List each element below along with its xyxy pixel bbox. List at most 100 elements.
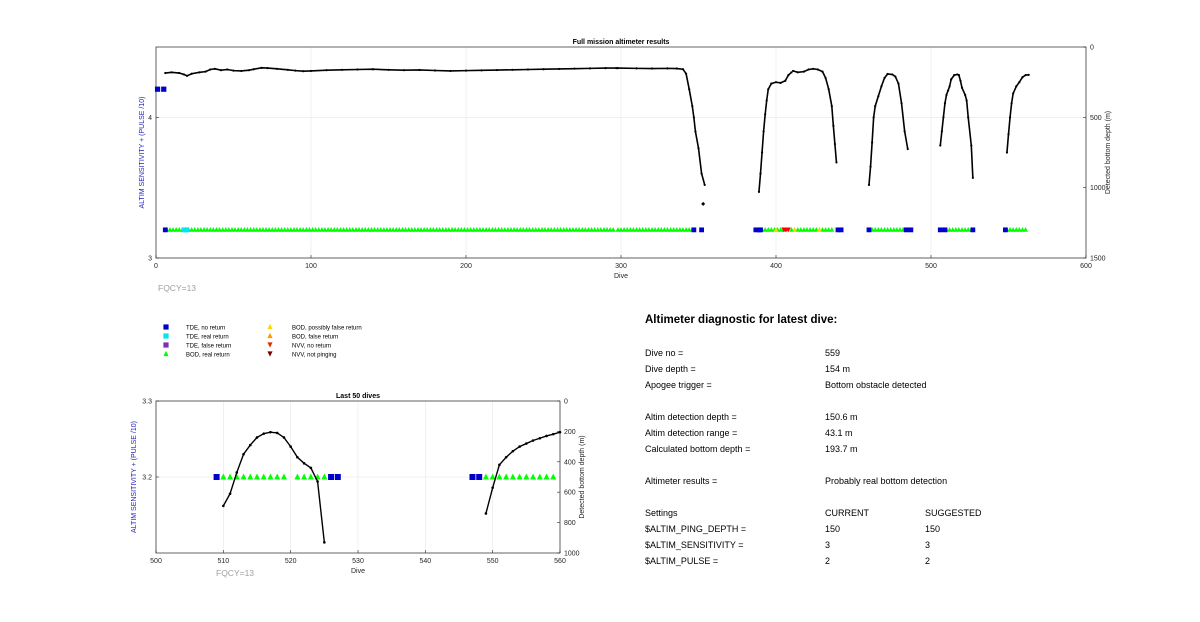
depth-point — [325, 69, 328, 72]
depth-point — [275, 431, 279, 435]
altimeter-flag-point — [170, 226, 176, 232]
altimeter-flag-point — [908, 227, 914, 233]
depth-point — [791, 69, 795, 73]
depth-point — [701, 201, 706, 206]
altimeter-flag-point — [238, 226, 244, 232]
depth-point — [604, 67, 607, 70]
altimeter-flag-point — [477, 226, 483, 232]
depth-point — [835, 161, 838, 164]
depth-point — [757, 190, 761, 193]
altimeter-flag-point — [276, 226, 281, 232]
altimeter-flag-point — [493, 226, 498, 232]
altimeter-flag-point — [319, 226, 325, 232]
diagnostic-label: Dive depth = — [645, 364, 696, 374]
depth-point — [948, 85, 951, 88]
depth-point — [1005, 151, 1009, 154]
y-axis-label: ALTIM SENSITIVITY + (PULSE /10) — [131, 421, 138, 533]
altimeter-flag-point — [313, 226, 319, 232]
depth-point — [518, 445, 521, 448]
altimeter-flag-point — [294, 473, 301, 480]
altimeter-flag-point — [561, 226, 567, 232]
altimeter-flag-point — [530, 473, 537, 480]
depth-point — [198, 71, 201, 74]
altimeter-flag-point — [677, 226, 683, 232]
y-tick-label: 4 — [148, 115, 152, 122]
y-tick-label: 3.2 — [142, 475, 152, 482]
altimeter-flag-point — [322, 226, 328, 232]
x-tick-label: 600 — [1080, 263, 1092, 270]
depth-line — [792, 67, 838, 163]
altimeter-flag-point — [897, 226, 903, 232]
altimeter-flag-point — [245, 226, 250, 232]
altimeter-flag-point — [950, 226, 956, 232]
altimeter-flag-point — [344, 226, 350, 232]
depth-point — [204, 70, 207, 73]
altimeter-flag-point — [520, 226, 526, 232]
x-tick-label: 100 — [305, 263, 317, 270]
diagnostic-value: 193.7 m — [825, 444, 858, 454]
full-mission-plot: 0 100 200 300 400 500 600 3 4 0 500 1000 1500 Full mi… — [139, 39, 1112, 293]
depth-line — [485, 431, 561, 514]
legend-marker — [267, 351, 273, 357]
depth-point — [433, 69, 437, 72]
altimeter-flag-point — [668, 226, 673, 232]
depth-point — [387, 68, 390, 71]
altimeter-flag-point — [533, 226, 539, 232]
altimeter-flag-point — [285, 226, 291, 232]
altimeter-flag-point — [1016, 226, 1022, 232]
settings-row: $ALTIM_SENSITIVITY = 3 3 — [645, 540, 1165, 554]
depth-point — [464, 69, 468, 72]
depth-point — [900, 102, 903, 105]
altimeter-flag-point — [624, 226, 630, 232]
altimeter-flag-point — [483, 226, 489, 232]
altimeter-flag-point — [786, 227, 791, 233]
altimeter-flag-point — [251, 226, 257, 232]
depth-point — [943, 102, 947, 105]
altimeter-flag-point — [548, 226, 554, 232]
diagnostic-row: Altimeter results = Probably real bottom… — [645, 476, 1165, 490]
altimeter-flag-point — [691, 227, 697, 233]
depth-point — [242, 452, 245, 456]
depth-point — [774, 81, 778, 84]
altimeter-flag-point — [294, 226, 300, 232]
depth-point — [697, 147, 700, 150]
depth-point — [511, 449, 515, 453]
diagnostic-label: Apogee trigger = — [645, 380, 712, 390]
altimeter-flag-point — [942, 227, 948, 233]
altimeter-flag-point — [649, 226, 655, 232]
depth-point — [796, 71, 799, 74]
depth-point — [967, 116, 970, 119]
depth-point — [827, 88, 830, 91]
depth-point — [164, 71, 167, 75]
altimeter-flag-point — [434, 226, 439, 232]
y2-tick-label: 500 — [1090, 115, 1102, 122]
depth-point — [557, 67, 561, 71]
diagnostic-row: Altim detection range = 43.1 m — [645, 428, 1165, 442]
altimeter-flag-point — [232, 226, 238, 232]
altimeter-flag-point — [773, 226, 779, 232]
legend-marker — [163, 333, 169, 339]
y2-tick-label: 1000 — [1090, 185, 1106, 192]
altimeter-flag-point — [403, 226, 408, 232]
legend-marker — [267, 323, 273, 330]
altimeter-flag-point — [288, 226, 294, 232]
altimeter-flag-point — [269, 226, 275, 232]
altimeter-flag-point — [674, 226, 680, 232]
altimeter-flag-point — [184, 227, 190, 233]
depth-point — [449, 69, 452, 73]
altimeter-flag-point — [449, 226, 455, 232]
y-tick-label: 3 — [148, 256, 152, 263]
altimeter-flag-point — [607, 226, 613, 232]
altimeter-flag-point — [768, 226, 774, 232]
altimeter-flag-point — [524, 226, 529, 232]
altimeter-flag-point — [384, 226, 390, 232]
depth-point — [867, 183, 871, 186]
depth-point — [891, 73, 894, 76]
depth-point — [681, 68, 685, 71]
altimeter-flag-point — [965, 226, 971, 232]
depth-point — [764, 113, 767, 116]
altimeter-flag-point — [610, 226, 616, 232]
altimeter-flag-point — [300, 226, 306, 232]
depth-point — [874, 104, 877, 108]
x-axis-label: Dive — [351, 568, 365, 575]
